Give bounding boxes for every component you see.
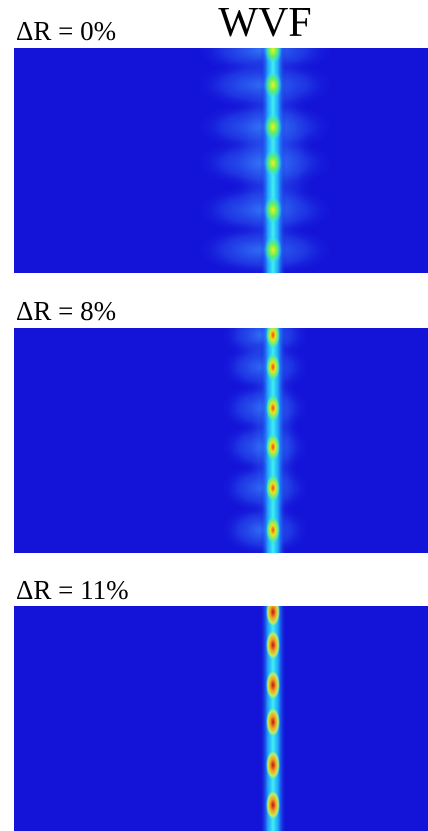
heatmap-panel <box>14 309 428 556</box>
intensity-spot <box>266 474 280 502</box>
intensity-spot <box>264 71 282 99</box>
page: {"title": "WVF", "panels": [ {"label": "… <box>0 0 428 831</box>
intensity-spot <box>266 707 280 737</box>
intensity-spot <box>266 516 280 544</box>
intensity-spot <box>266 750 280 780</box>
figure-title: WVF <box>218 0 311 46</box>
heatmap-panel <box>14 24 428 276</box>
intensity-spot <box>266 394 280 422</box>
intensity-spot <box>266 670 280 700</box>
intensity-spot <box>264 236 282 264</box>
heatmap-background <box>14 606 428 831</box>
intensity-spot <box>266 353 280 381</box>
intensity-spot <box>264 196 282 224</box>
panel-label: ΔR = 11% <box>16 575 129 605</box>
intensity-spot <box>264 113 282 141</box>
intensity-spot <box>266 597 280 627</box>
figure: WVF ΔR = 0% ΔR = 8% ΔR = 11% <box>0 0 428 831</box>
panel-label: ΔR = 8% <box>16 296 116 326</box>
intensity-spot <box>266 630 280 660</box>
heatmap-panel <box>14 597 428 831</box>
intensity-spot <box>266 321 280 349</box>
panel-label: ΔR = 0% <box>16 16 116 46</box>
intensity-spot <box>264 149 282 177</box>
intensity-spot <box>266 790 280 820</box>
intensity-spot <box>266 433 280 461</box>
